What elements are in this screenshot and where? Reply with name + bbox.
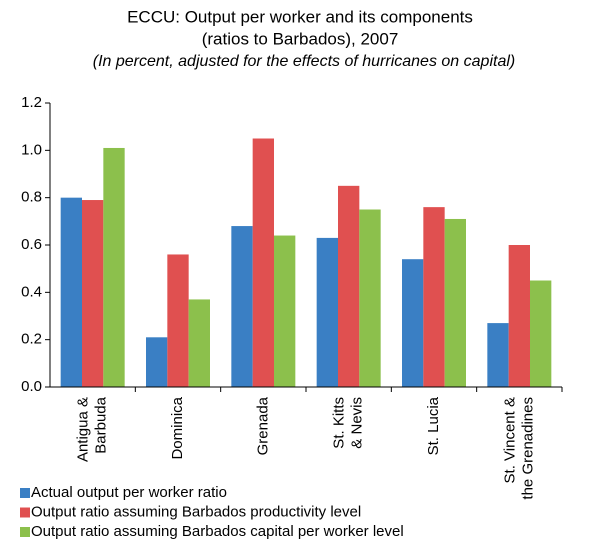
x-tick-label: St. Vincent &the Grenadines	[501, 397, 536, 500]
x-tick-label: Grenada	[254, 396, 271, 455]
bar	[167, 254, 189, 387]
x-tick-label: Antigua &Barbuda	[75, 396, 110, 462]
bar	[359, 209, 381, 387]
chart-title-line2: (ratios to Barbados), 2007	[202, 29, 399, 48]
bar	[103, 147, 125, 387]
bar	[82, 200, 104, 387]
y-tick-label: 0.4	[21, 283, 42, 300]
bar	[423, 207, 445, 387]
bar	[444, 218, 466, 387]
y-tick-label: 0.2	[21, 331, 42, 348]
bar	[508, 245, 530, 387]
bar	[402, 259, 424, 387]
bar	[274, 235, 296, 387]
legend-label: Output ratio assuming Barbados productiv…	[31, 503, 361, 520]
bar	[338, 185, 360, 387]
legend-label: Actual output per worker ratio	[31, 484, 227, 501]
bar	[231, 226, 253, 387]
legend-swatch	[20, 488, 30, 498]
x-tick-label: St. Lucia	[425, 396, 442, 455]
bar	[487, 323, 509, 387]
bar	[60, 197, 82, 387]
x-tick-label: St. Kitts& Nevis	[331, 397, 366, 449]
x-tick-label: Dominica	[169, 396, 186, 459]
chart-title: ECCU: Output per worker and its componen…	[127, 7, 473, 26]
bar	[146, 337, 168, 387]
bar	[530, 280, 552, 387]
y-tick-label: 0.6	[21, 236, 42, 253]
y-tick-label: 0.8	[21, 189, 42, 206]
y-tick-label: 1.2	[21, 94, 42, 111]
legend-swatch	[20, 527, 30, 537]
bar	[316, 237, 338, 387]
chart-subtitle: (In percent, adjusted for the effects of…	[93, 53, 515, 70]
bar	[188, 299, 210, 387]
y-tick-label: 0.0	[21, 378, 42, 395]
bar	[252, 138, 274, 387]
y-tick-label: 1.0	[21, 141, 42, 158]
legend-swatch	[20, 507, 30, 518]
legend-label: Output ratio assuming Barbados capital p…	[31, 523, 404, 540]
